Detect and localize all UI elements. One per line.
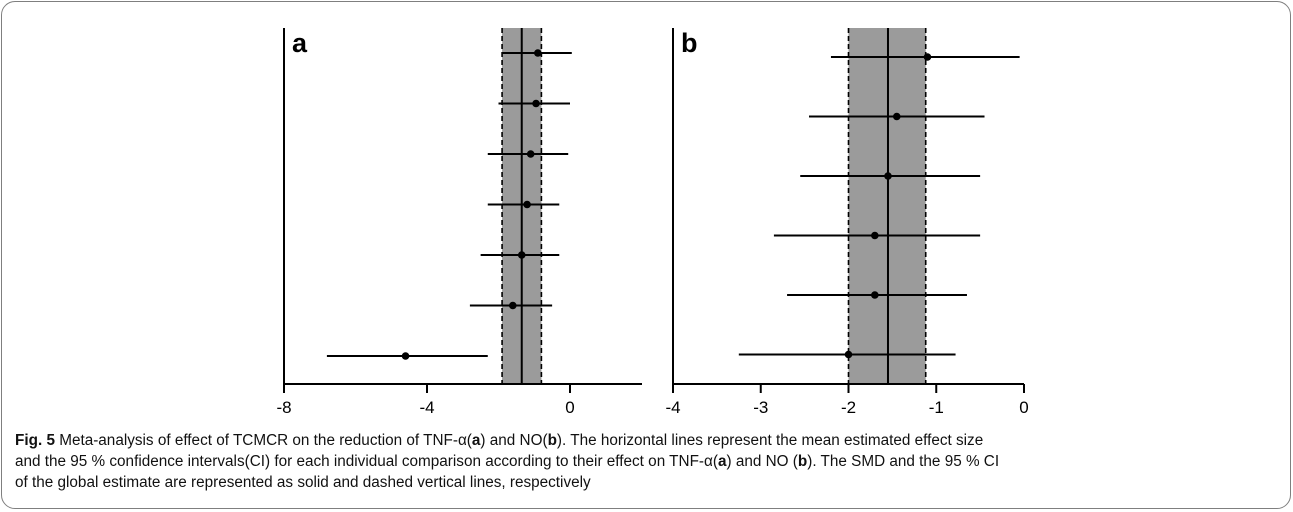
- caption-line-1-part-2: ) and NO(: [480, 432, 548, 449]
- panel-a-study-point: [401, 352, 410, 360]
- panel-b-x-tick-label: -2: [841, 398, 856, 417]
- caption-line-1: Fig. 5 Meta-analysis of effect of TCMCR …: [15, 430, 1277, 451]
- panel-a-study-point: [517, 251, 526, 259]
- caption-line-3: of the global estimate are represented a…: [15, 472, 1277, 493]
- caption-line-2: and the 95 % confidence intervals(CI) fo…: [15, 451, 1277, 472]
- panel-b-x-tick-label: 0: [1019, 398, 1028, 417]
- panel-a-label: a: [292, 28, 308, 58]
- caption-line-2-part-1: a: [717, 453, 727, 470]
- panel-b-study-point: [844, 350, 853, 359]
- panel-b-x-tick-label: -4: [665, 398, 680, 417]
- caption-line-3-part-0: of the global estimate are represented a…: [15, 474, 591, 491]
- panel-a-study-point: [534, 49, 542, 57]
- caption-line-1-text: Meta-analysis of effect of TCMCR on the …: [55, 432, 983, 449]
- panel-b-study-point: [871, 231, 879, 240]
- caption-line-2-part-3: b: [797, 453, 808, 470]
- panel-b-study-point: [923, 53, 932, 61]
- panel-a-study-point: [509, 301, 517, 310]
- panel-a-x-tick-label: -8: [276, 398, 291, 417]
- panel-b-study-point: [892, 112, 901, 121]
- figure-caption: Fig. 5 Meta-analysis of effect of TCMCR …: [15, 430, 1277, 493]
- panel-b-x-tick-label: -1: [929, 398, 944, 417]
- panel-a-x-tick-label: 0: [565, 398, 574, 417]
- panel-a-study-point: [526, 150, 535, 158]
- panel-b-study-point: [884, 172, 892, 180]
- panel-a-x-tick-label: -4: [419, 398, 434, 417]
- forest-plots: -8 -4 0 a -4 -3 -2 -1 0 b: [276, 28, 1029, 417]
- panel-a-study-point: [532, 99, 540, 108]
- caption-fig-label: Fig. 5: [15, 432, 55, 449]
- caption-line-2-part-2: ) and NO (: [726, 453, 798, 470]
- caption-line-2-part-4: ). The SMD and the 95 % CI: [807, 453, 1000, 470]
- caption-line-1-part-3: b: [547, 432, 557, 449]
- panel-b-label: b: [681, 28, 698, 58]
- caption-line-2-part-0: and the 95 % confidence intervals(CI) fo…: [15, 453, 718, 470]
- panel-b-x-tick-label: -3: [753, 398, 768, 417]
- caption-line-1-part-0: Meta-analysis of effect of TCMCR on the …: [54, 432, 472, 449]
- caption-line-1-part-1: a: [471, 432, 481, 449]
- panel-b-study-point: [871, 291, 879, 299]
- panel-a-study-point: [523, 200, 531, 209]
- caption-line-1-part-4: ). The horizontal lines represent the me…: [556, 432, 984, 449]
